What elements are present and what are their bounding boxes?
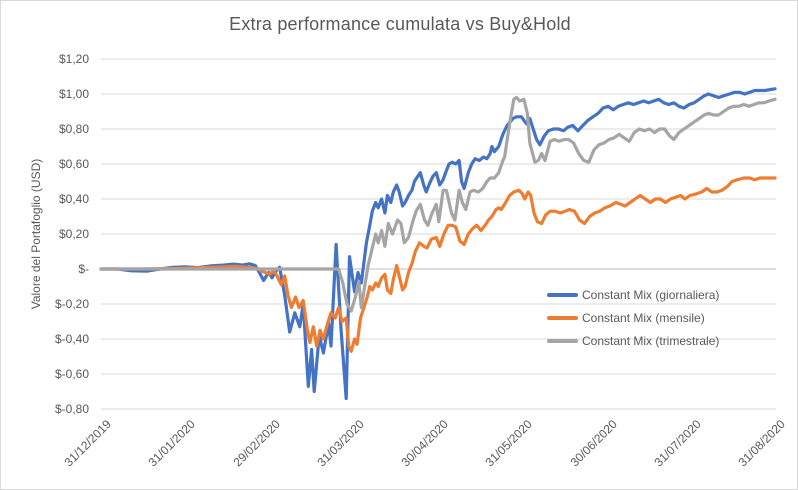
legend-line-swatch-blue: [547, 293, 578, 297]
series-line-1: [99, 176, 777, 353]
legend-item-constant-mix-trimestrale: Constant Mix (trimestrale): [547, 334, 719, 348]
y-tick-label: $-0,40: [54, 332, 89, 346]
y-tick-label: $-0,60: [54, 367, 89, 381]
legend-label: Constant Mix (mensile): [582, 311, 705, 325]
legend-line-swatch-orange: [547, 316, 578, 320]
y-tick-label: $-: [78, 262, 89, 276]
legend-label: Constant Mix (giornaliera): [582, 288, 720, 302]
legend-item-constant-mix-mensile: Constant Mix (mensile): [547, 311, 719, 325]
legend: Constant Mix (giornaliera) Constant Mix …: [547, 288, 719, 357]
series-line-0: [99, 87, 777, 401]
y-tick-label: $-0,20: [54, 297, 89, 311]
y-tick-label: $-0,80: [54, 402, 89, 416]
legend-label: Constant Mix (trimestrale): [582, 334, 720, 348]
y-tick-label: $0,60: [58, 157, 89, 171]
y-tick-label: $1,00: [58, 87, 89, 101]
chart-title: Extra performance cumulata vs Buy&Hold: [229, 14, 571, 34]
y-tick-label: $0,80: [58, 122, 89, 136]
series-line-2: [99, 95, 777, 313]
y-tick-label: $1,20: [58, 52, 89, 66]
legend-line-swatch-gray: [547, 339, 578, 343]
legend-item-constant-mix-giornaliera: Constant Mix (giornaliera): [547, 288, 719, 302]
y-tick-label: $0,20: [58, 227, 89, 241]
y-tick-label: $0,40: [58, 192, 89, 206]
